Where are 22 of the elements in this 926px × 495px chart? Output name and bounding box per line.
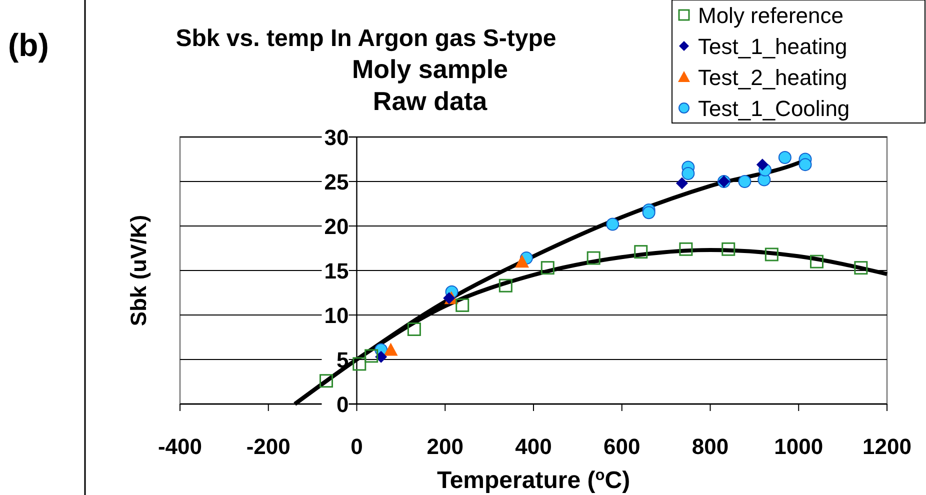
x-tick-label: 400 <box>515 434 552 459</box>
legend-label: Test_1_heating <box>698 34 848 59</box>
y-tick-label: 0 <box>336 392 349 417</box>
legend-label: Test_2_heating <box>698 65 848 90</box>
x-tick-label: 1000 <box>774 434 824 459</box>
x-tick-label: 200 <box>426 434 464 459</box>
x-tick-label: 800 <box>692 434 729 459</box>
x-tick-label: -400 <box>158 434 202 459</box>
legend-label: Moly reference <box>698 3 844 28</box>
y-tick-label: 20 <box>324 214 349 239</box>
x-tick-label: 600 <box>604 434 640 459</box>
text: (b) <box>8 27 49 63</box>
chart-title: Sbk vs. temp In Argon gas S-type Moly sample Raw data <box>176 25 556 116</box>
y-axis-title: Sbk (uV/K) <box>126 214 151 326</box>
y-tick-label: 25 <box>324 170 349 194</box>
y-tick-label: 15 <box>324 258 349 284</box>
y-tick-label: 30 <box>324 125 349 150</box>
x-axis-title: Temperature ($^{o}$C) <box>436 466 630 494</box>
legend-label: Test_1_Cooling <box>698 96 850 121</box>
y-tick-label: 10 <box>324 303 349 328</box>
x-tick-label: -200 <box>246 434 290 459</box>
x-tick-label: 1200 <box>862 434 912 459</box>
